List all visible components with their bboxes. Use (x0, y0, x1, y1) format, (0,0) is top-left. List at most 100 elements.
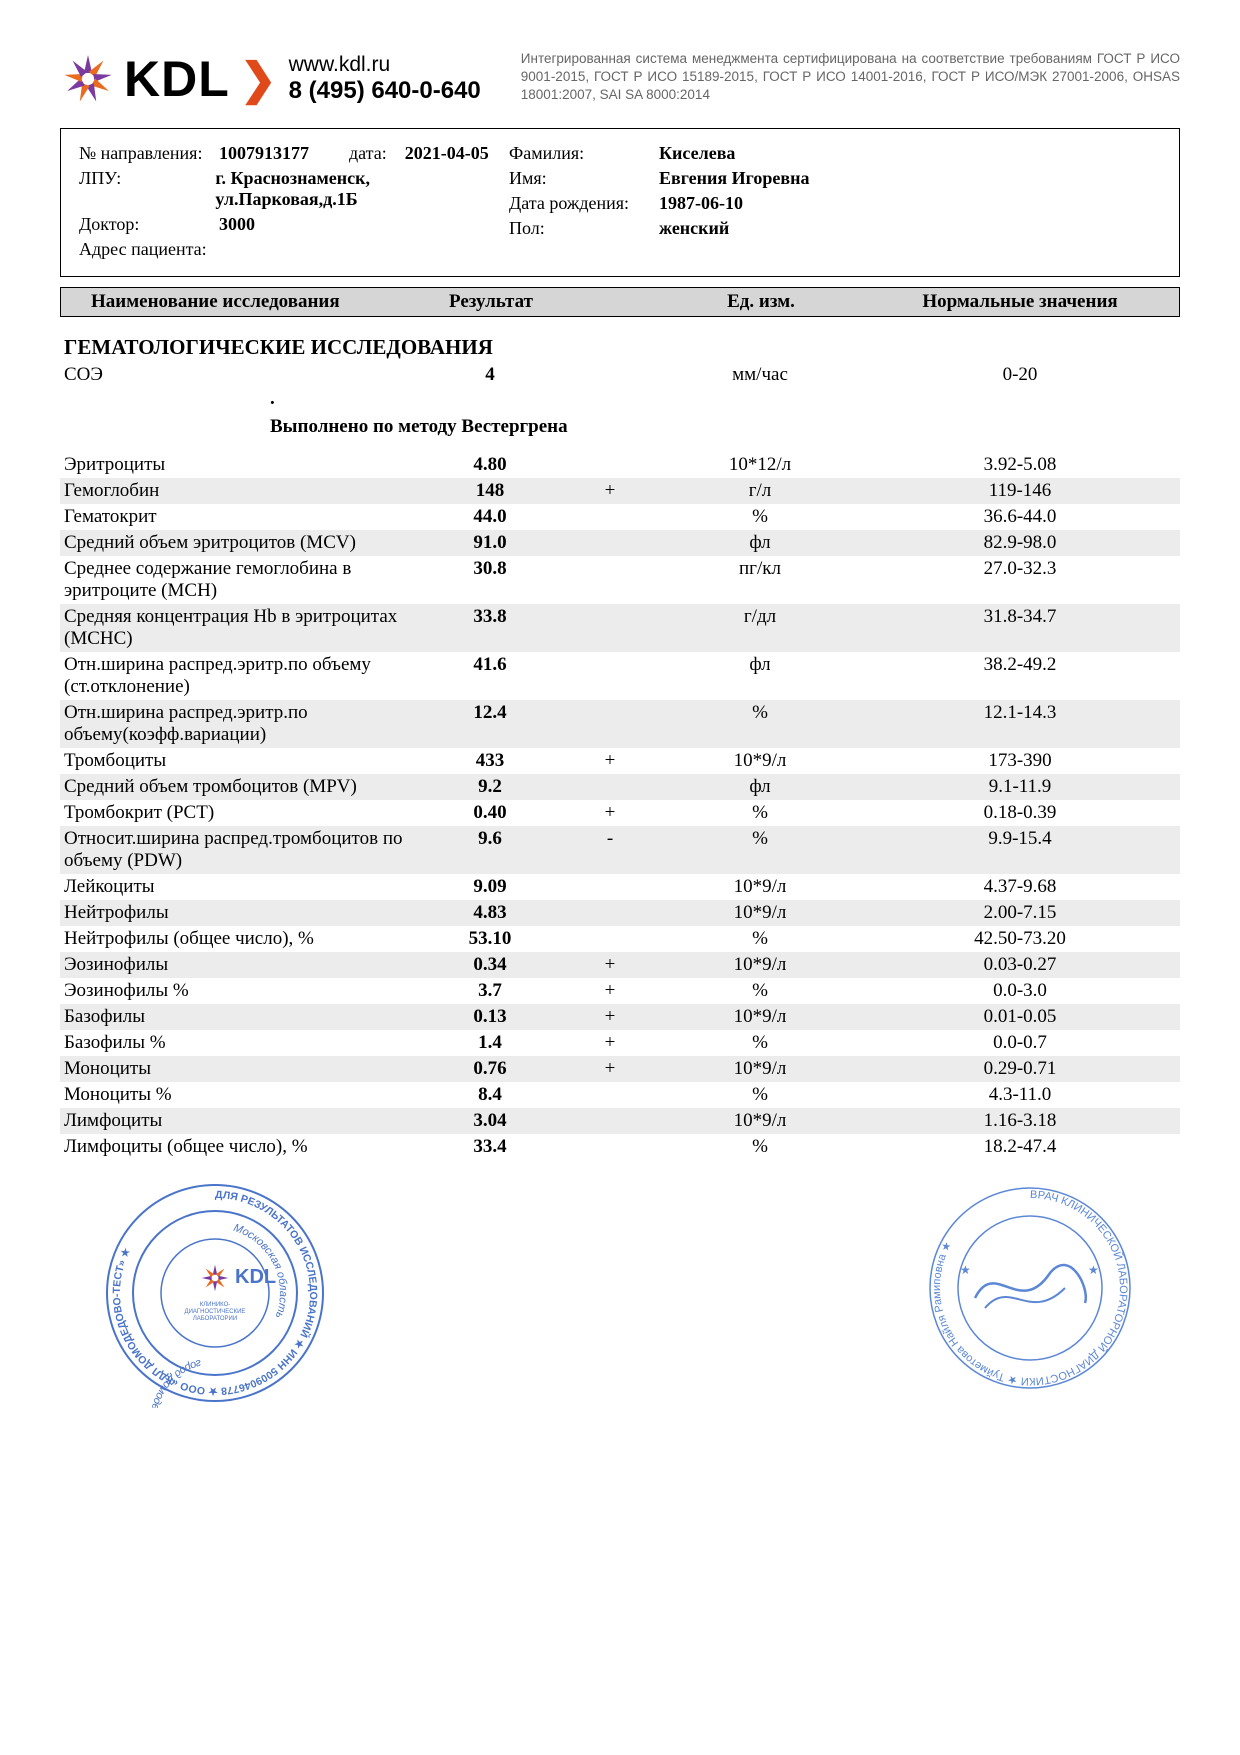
cell-name: Нейтрофилы (общее число), % (64, 928, 420, 950)
chevron-icon: ❯ (240, 54, 277, 105)
company-stamp: ДЛЯ РЕЗУЛЬТАТОВ ИССЛЕДОВАНИЙ ★ ИНН 50090… (100, 1178, 330, 1408)
cell-name: Средний объем тромбоцитов (MPV) (64, 776, 420, 798)
cell-flag: + (560, 1032, 660, 1054)
cell-name: Гематокрит (64, 506, 420, 528)
svg-text:★: ★ (960, 1263, 971, 1277)
cell-result: 9.2 (420, 776, 560, 798)
cell-unit: % (660, 1032, 860, 1054)
cell-result: 41.6 (420, 654, 560, 676)
cell-unit: % (660, 802, 860, 824)
cell-result: 33.8 (420, 606, 560, 628)
cell-unit: фл (660, 654, 860, 676)
cell-result: 4.83 (420, 902, 560, 924)
cell-ref: 1.16-3.18 (860, 1110, 1180, 1132)
label-name: Имя: (509, 168, 659, 189)
cell-ref: 2.00-7.15 (860, 902, 1180, 924)
cell-name: Базофилы (64, 1006, 420, 1028)
cell-result: 3.04 (420, 1110, 560, 1132)
doctor-stamp: ВРАЧ КЛИНИЧЕСКОЙ ЛАБОРАТОРНОЙ ДИАГНОСТИК… (920, 1178, 1140, 1408)
cell-name: Тромбокрит (PCT) (64, 802, 420, 824)
value-name: Евгения Игоревна (659, 168, 809, 189)
cell-result: 30.8 (420, 558, 560, 580)
cell-flag: - (560, 828, 660, 850)
result-row: Отн.ширина распред.эритр.по объему (ст.о… (60, 652, 1180, 700)
value-refno: 1007913177 (219, 143, 309, 164)
certification-text: Интегрированная система менеджмента серт… (521, 50, 1180, 105)
svg-text:КЛИНИКО-: КЛИНИКО- (200, 1302, 230, 1308)
cell-name: Нейтрофилы (64, 902, 420, 924)
website: www.kdl.ru (289, 53, 481, 77)
cell-unit: г/дл (660, 606, 860, 628)
cell-unit: 10*9/л (660, 902, 860, 924)
label-address: Адрес пациента: (79, 239, 219, 260)
cell-unit: % (660, 928, 860, 950)
cell-ref: 0.18-0.39 (860, 802, 1180, 824)
cell-ref: 27.0-32.3 (860, 558, 1180, 580)
cell-unit: 10*9/л (660, 750, 860, 772)
cell-ref: 0.29-0.71 (860, 1058, 1180, 1080)
th-ref: Нормальные значения (861, 291, 1179, 313)
cell-name: Отн.ширина распред.эритр.по объему (ст.о… (64, 654, 420, 698)
cell-flag: + (560, 480, 660, 502)
value-dob: 1987-06-10 (659, 193, 743, 214)
logo-icon (60, 51, 116, 107)
cell-unit: мм/час (660, 364, 860, 386)
cell-ref: 4.3-11.0 (860, 1084, 1180, 1106)
cell-result: 53.10 (420, 928, 560, 950)
cell-result: 9.6 (420, 828, 560, 850)
result-row: Моноциты0.76+10*9/л0.29-0.71 (60, 1056, 1180, 1082)
cell-unit: фл (660, 532, 860, 554)
cell-ref: 36.6-44.0 (860, 506, 1180, 528)
cell-ref: 3.92-5.08 (860, 454, 1180, 476)
cell-ref: 9.1-11.9 (860, 776, 1180, 798)
cell-name: Лимфоциты (общее число), % (64, 1136, 420, 1158)
cell-ref: 18.2-47.4 (860, 1136, 1180, 1158)
result-row: Тромбоциты433+10*9/л173-390 (60, 748, 1180, 774)
cell-ref: 31.8-34.7 (860, 606, 1180, 628)
result-row: Базофилы %1.4+%0.0-0.7 (60, 1030, 1180, 1056)
cell-ref: 12.1-14.3 (860, 702, 1180, 724)
svg-text:★: ★ (1088, 1263, 1099, 1277)
result-row: Отн.ширина распред.эритр.по объему(коэфф… (60, 700, 1180, 748)
cell-name: Средняя концентрация Hb в эритроцитах (M… (64, 606, 420, 650)
cell-name: СОЭ (64, 364, 420, 386)
cell-name: Отн.ширина распред.эритр.по объему(коэфф… (64, 702, 420, 746)
cell-unit: % (660, 1084, 860, 1106)
cell-unit: % (660, 702, 860, 724)
cell-unit: % (660, 980, 860, 1002)
cell-result: 33.4 (420, 1136, 560, 1158)
cell-ref: 173-390 (860, 750, 1180, 772)
cell-result: 4.80 (420, 454, 560, 476)
cell-name: Базофилы % (64, 1032, 420, 1054)
report-header: KDL ❯ www.kdl.ru 8 (495) 640-0-640 Интег… (60, 50, 1180, 108)
cell-ref: 9.9-15.4 (860, 828, 1180, 850)
result-row: Среднее содержание гемоглобина в эритроц… (60, 556, 1180, 604)
label-lpu: ЛПУ: (79, 168, 215, 210)
result-row: Лимфоциты3.0410*9/л1.16-3.18 (60, 1108, 1180, 1134)
cell-name: Эритроциты (64, 454, 420, 476)
label-surname: Фамилия: (509, 143, 659, 164)
result-row: Моноциты %8.4%4.3-11.0 (60, 1082, 1180, 1108)
cell-result: 0.13 (420, 1006, 560, 1028)
cell-result: 0.34 (420, 954, 560, 976)
result-row: СОЭ4мм/час0-20 (60, 362, 1180, 388)
result-row: Средняя концентрация Hb в эритроцитах (M… (60, 604, 1180, 652)
section-title: ГЕМАТОЛОГИЧЕСКИЕ ИССЛЕДОВАНИЯ (64, 335, 1180, 360)
cell-ref: 0.0-3.0 (860, 980, 1180, 1002)
method-note: Выполнено по методу Вестергрена (270, 416, 1180, 438)
cell-ref: 38.2-49.2 (860, 654, 1180, 676)
th-result: Результат (421, 291, 561, 313)
svg-text:ЛАБОРАТОРИИ: ЛАБОРАТОРИИ (193, 1316, 237, 1322)
label-sex: Пол: (509, 218, 659, 239)
cell-unit: 10*12/л (660, 454, 860, 476)
cell-name: Средний объем эритроцитов (MCV) (64, 532, 420, 554)
cell-unit: % (660, 828, 860, 850)
cell-flag: + (560, 954, 660, 976)
results-rows: СОЭ4мм/час0-20.Выполнено по методу Весте… (60, 362, 1180, 1160)
cell-result: 8.4 (420, 1084, 560, 1106)
cell-unit: % (660, 1136, 860, 1158)
cell-ref: 0.01-0.05 (860, 1006, 1180, 1028)
result-row: Гематокрит44.0%36.6-44.0 (60, 504, 1180, 530)
cell-result: 12.4 (420, 702, 560, 724)
result-row: Средний объем тромбоцитов (MPV)9.2фл9.1-… (60, 774, 1180, 800)
